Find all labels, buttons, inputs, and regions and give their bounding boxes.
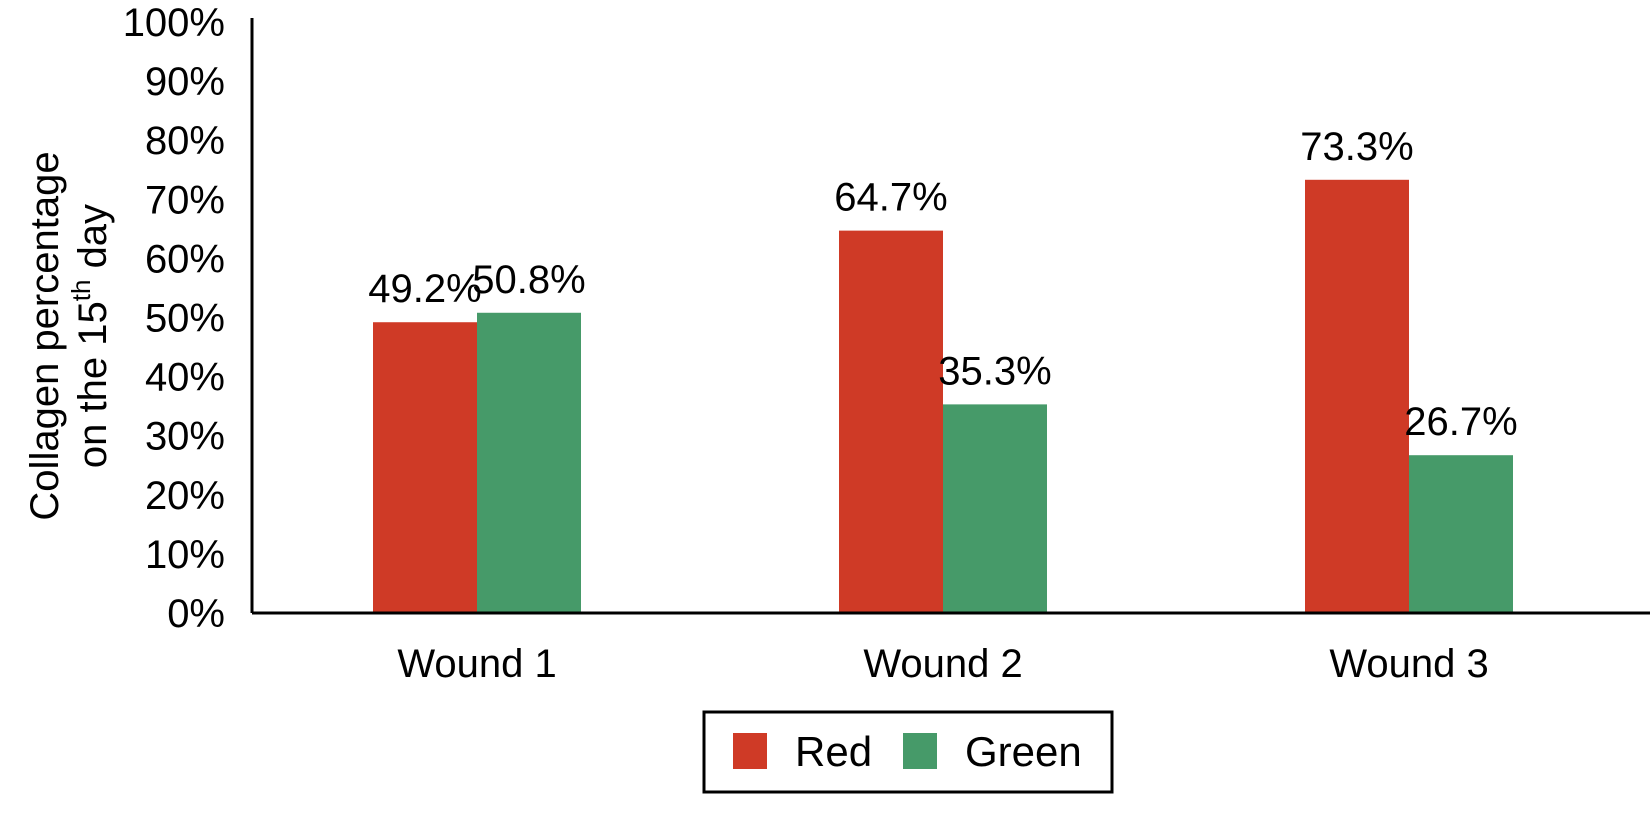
- y-tick-label: 90%: [145, 60, 225, 104]
- legend-box: [702, 710, 1114, 794]
- bar-red-3: [1305, 179, 1409, 613]
- data-label: 64.7%: [834, 176, 947, 220]
- y-tick-label: 20%: [145, 474, 225, 518]
- legend-swatch-green: [903, 733, 937, 769]
- category-label: Wound 2: [863, 642, 1022, 686]
- y-axis-title: Collagen percentage on the 15th day: [23, 151, 115, 520]
- bar-green-1: [477, 312, 581, 613]
- y-tick-label: 100%: [123, 1, 225, 45]
- data-label: 73.3%: [1300, 125, 1413, 169]
- data-labels: 49.2%50.8% 64.7% 35.3% 73.3% 26.7%: [368, 125, 1517, 444]
- y-tick-label: 40%: [145, 356, 225, 400]
- data-label: 49.2%: [368, 267, 481, 311]
- bar-green-3: [1409, 455, 1513, 613]
- y-tick-label: 50%: [145, 297, 225, 341]
- y-tick-label: 70%: [145, 178, 225, 222]
- y-tick-label: 0%: [167, 592, 225, 636]
- y-tick-labels: 0% 10% 20% 30% 40% 50% 60% 70% 80% 90% 100%: [123, 1, 225, 636]
- legend-label-red: Red: [795, 728, 872, 775]
- category-label: Wound 3: [1329, 642, 1488, 686]
- y-axis-title-line1: Collagen percentage: [23, 151, 67, 520]
- bar-red-2: [839, 230, 943, 614]
- y-tick-label: 80%: [145, 119, 225, 163]
- data-label: 26.7%: [1404, 400, 1517, 444]
- data-label: 50.8%: [472, 258, 585, 302]
- category-label: Wound 1: [397, 642, 556, 686]
- bar-red-1: [373, 322, 477, 613]
- bars: [373, 179, 1513, 614]
- data-label: 35.3%: [938, 349, 1051, 393]
- y-tick-label: 30%: [145, 415, 225, 459]
- legend-label-green: Green: [965, 728, 1082, 775]
- category-labels: Wound 1 Wound 2 Wound 3: [397, 642, 1488, 686]
- y-tick-label: 10%: [145, 533, 225, 577]
- y-tick-label: 60%: [145, 237, 225, 281]
- bar-green-2: [943, 404, 1047, 613]
- y-axis-title-line2: on the 15th day: [66, 204, 115, 468]
- legend: Red Green: [702, 710, 1114, 794]
- legend-swatch-red: [733, 733, 767, 769]
